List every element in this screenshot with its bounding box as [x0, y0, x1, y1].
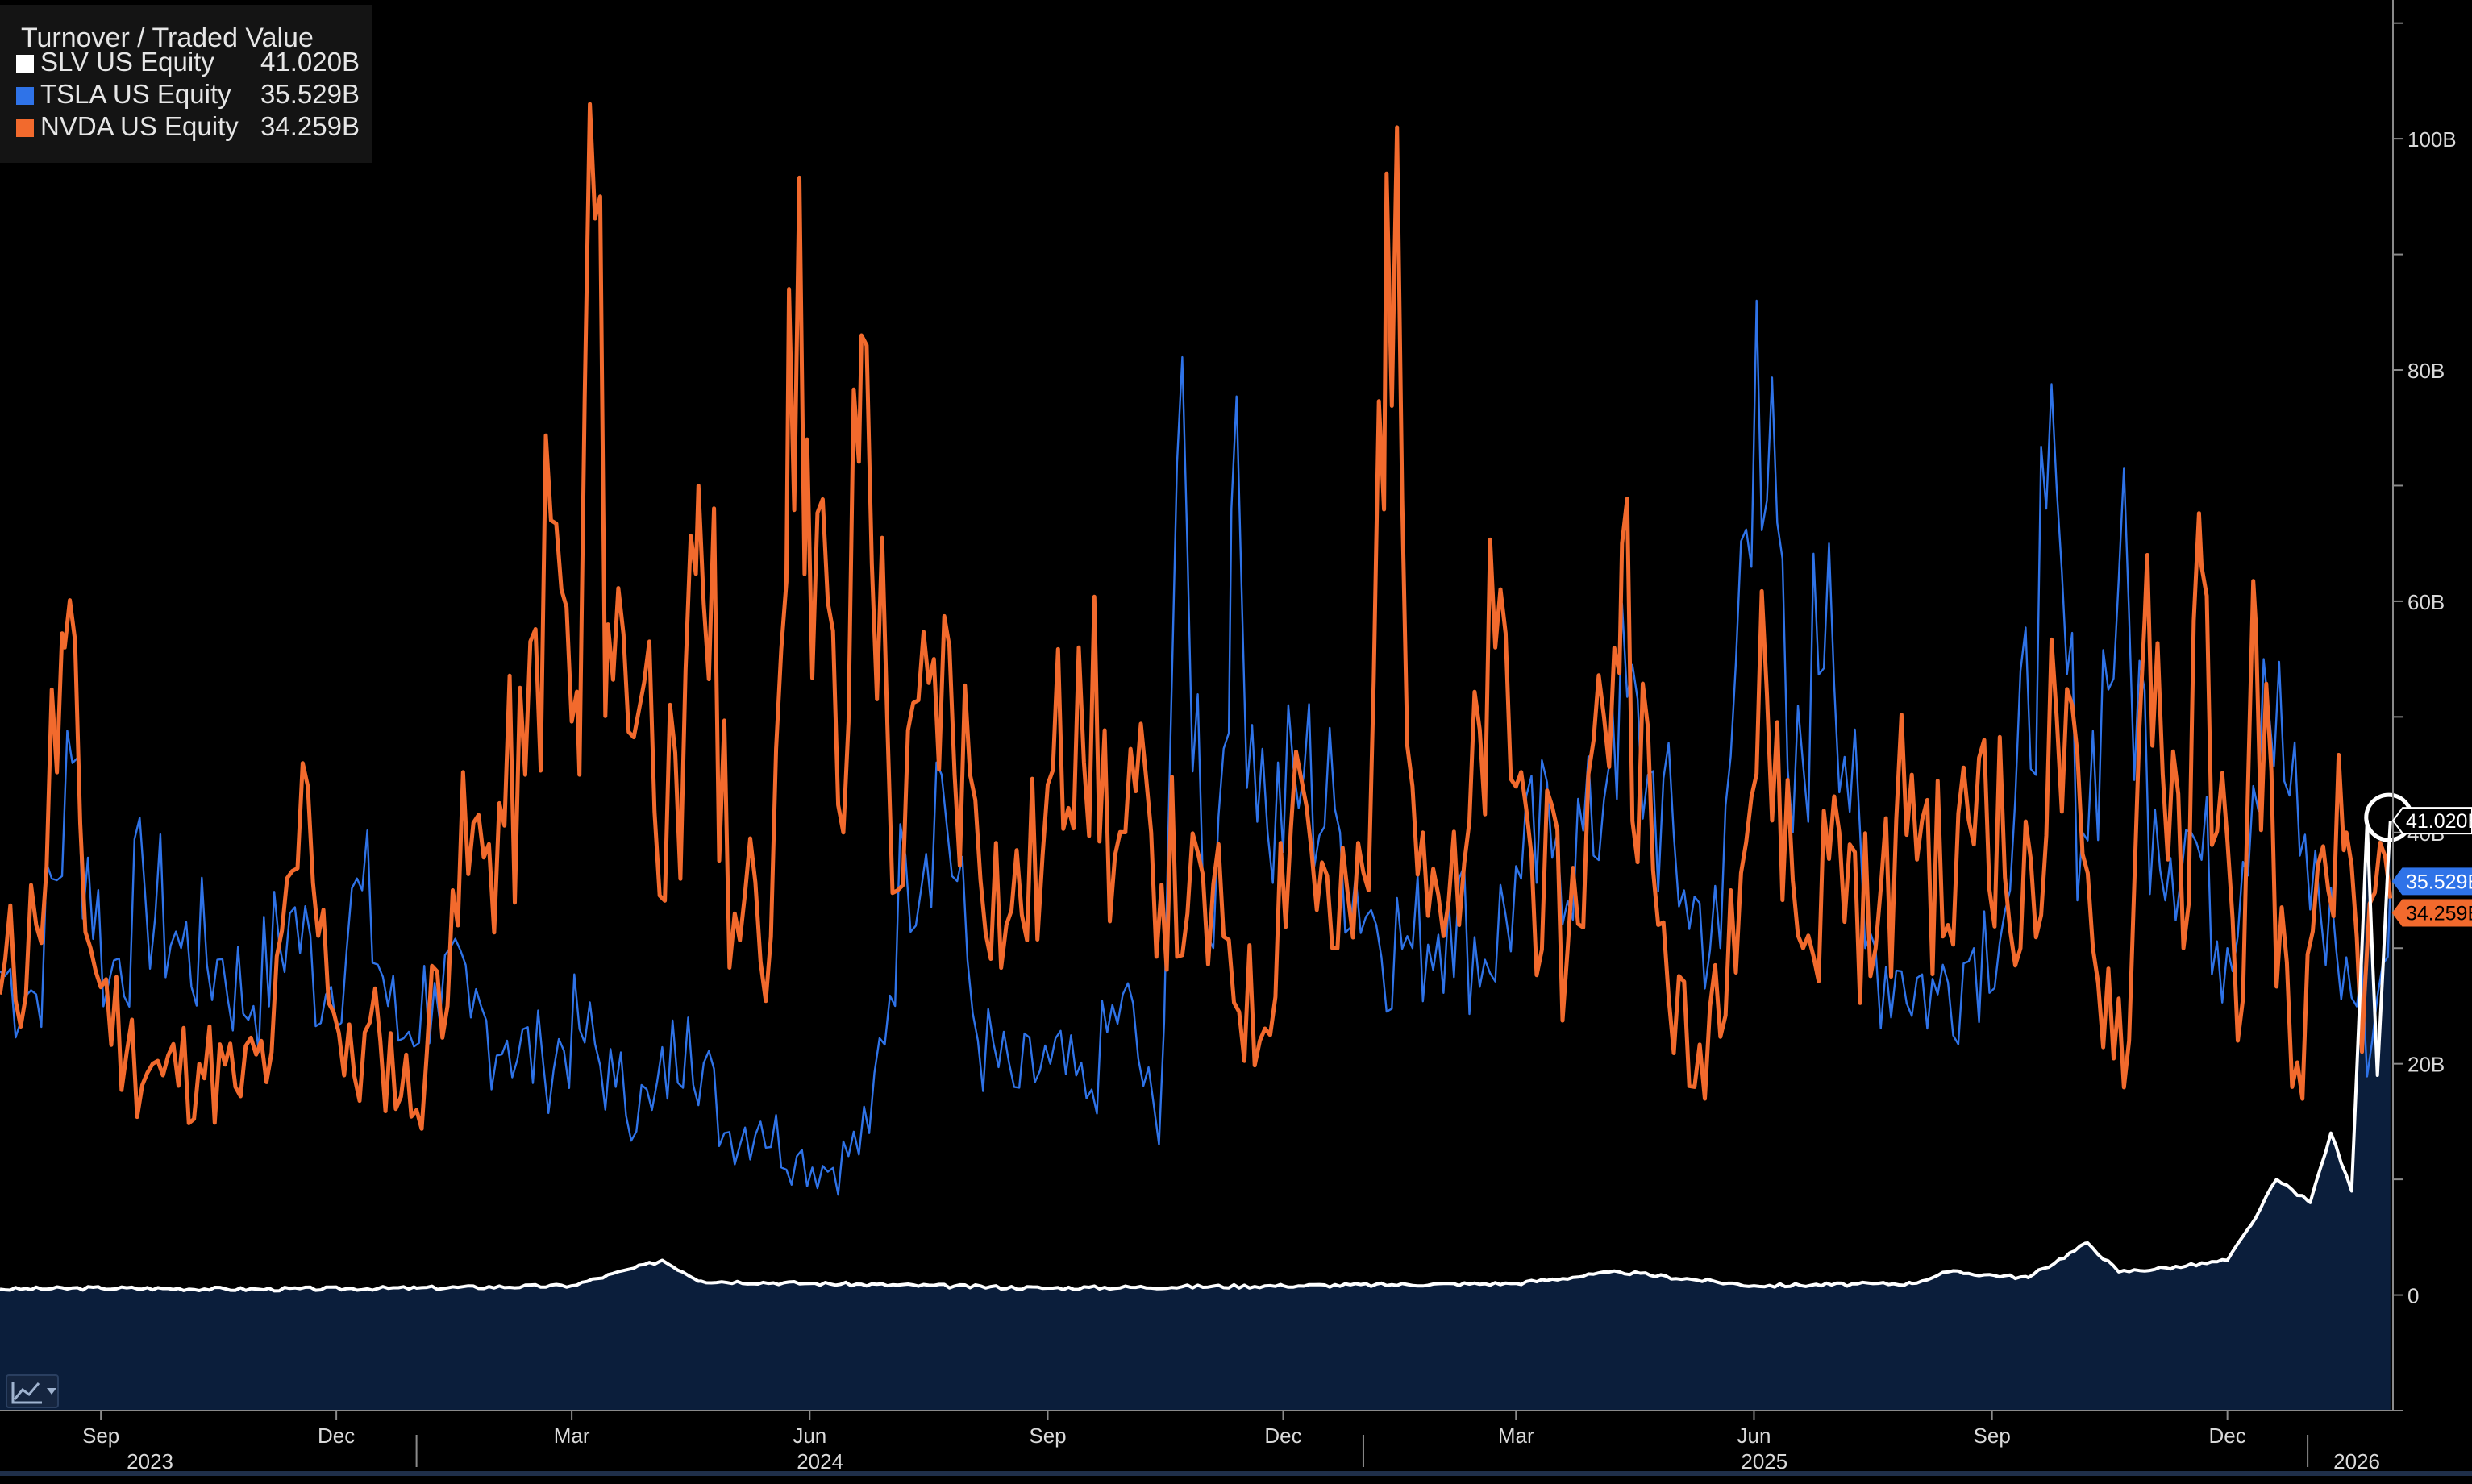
y-tick-label: 20B	[2407, 1053, 2445, 1077]
x-year-label: 2023	[127, 1449, 173, 1474]
y-tick-label: 60B	[2407, 590, 2445, 614]
x-tick-label: Dec	[1264, 1424, 1301, 1448]
nvda-us-equity-value-tag-label: 34.259B	[2406, 903, 2472, 925]
nvda-us-equity-legend-swatch	[16, 119, 34, 137]
chart-type-button[interactable]	[6, 1374, 59, 1408]
x-tick-label: Sep	[1029, 1424, 1066, 1448]
tsla-us-equity-value-tag-label: 35.529B	[2406, 871, 2472, 893]
tsla-us-equity-legend-swatch	[16, 87, 34, 105]
line-chart-icon	[11, 1382, 42, 1404]
x-year-label: 2026	[2333, 1449, 2380, 1474]
slv-us-equity-legend-value: 41.020B	[260, 47, 360, 77]
x-tick-label: Dec	[318, 1424, 355, 1448]
y-axis: 100B80B60B40B20B041.020B35.529B34.259B	[2391, 0, 2472, 1411]
legend: Turnover / Traded Value SLV US Equity 41.…	[0, 5, 372, 163]
legend-entries: SLV US Equity 41.020B TSLA US Equity 35.529…	[16, 47, 360, 141]
y-tick-label: 0	[2407, 1284, 2419, 1308]
chevron-down-icon	[47, 1388, 56, 1395]
x-tick-label: Dec	[2209, 1424, 2246, 1448]
x-tick-label: Sep	[1974, 1424, 2011, 1448]
slv-us-equity-value-tag	[2391, 807, 2472, 835]
series-layer	[0, 102, 2393, 1293]
chart-title: Turnover / Traded Value	[21, 23, 314, 53]
x-axis: Sep Dec Mar Jun Sep Dec Mar Jun Sep Dec 2023 2024 20…	[0, 1410, 2472, 1476]
x-tick-label: Jun	[793, 1424, 826, 1448]
y-tick-label: 100B	[2407, 127, 2457, 152]
x-tick-label: Sep	[82, 1424, 119, 1448]
slv-us-equity-line	[0, 819, 2392, 1293]
nvda-us-equity-line	[0, 102, 2393, 1131]
x-tick-label: Mar	[1498, 1424, 1534, 1448]
x-tick-label: Jun	[1737, 1424, 1771, 1448]
x-tick-label: Mar	[554, 1424, 590, 1448]
x-year-label: 2024	[797, 1449, 843, 1474]
nvda-us-equity-legend-name: NVDA US Equity	[40, 111, 239, 141]
slv-us-equity-value-tag-label: 41.020B	[2406, 810, 2472, 833]
slv-us-equity-legend-swatch	[16, 55, 34, 73]
tsla-us-equity-legend-name: TSLA US Equity	[40, 79, 231, 109]
slv-area-fill	[0, 821, 2391, 1411]
nvda-us-equity-legend-value: 34.259B	[260, 111, 360, 141]
tsla-us-equity-value-tag	[2391, 867, 2472, 896]
y-tick-label: 80B	[2407, 359, 2445, 383]
x-year-label: 2025	[1741, 1449, 1787, 1474]
tsla-us-equity-line	[0, 299, 2391, 1196]
tsla-us-equity-legend-value: 35.529B	[260, 79, 360, 109]
legend-background	[0, 5, 372, 163]
slv-us-equity-legend-name: SLV US Equity	[40, 47, 214, 77]
nvda-us-equity-value-tag	[2391, 899, 2472, 927]
